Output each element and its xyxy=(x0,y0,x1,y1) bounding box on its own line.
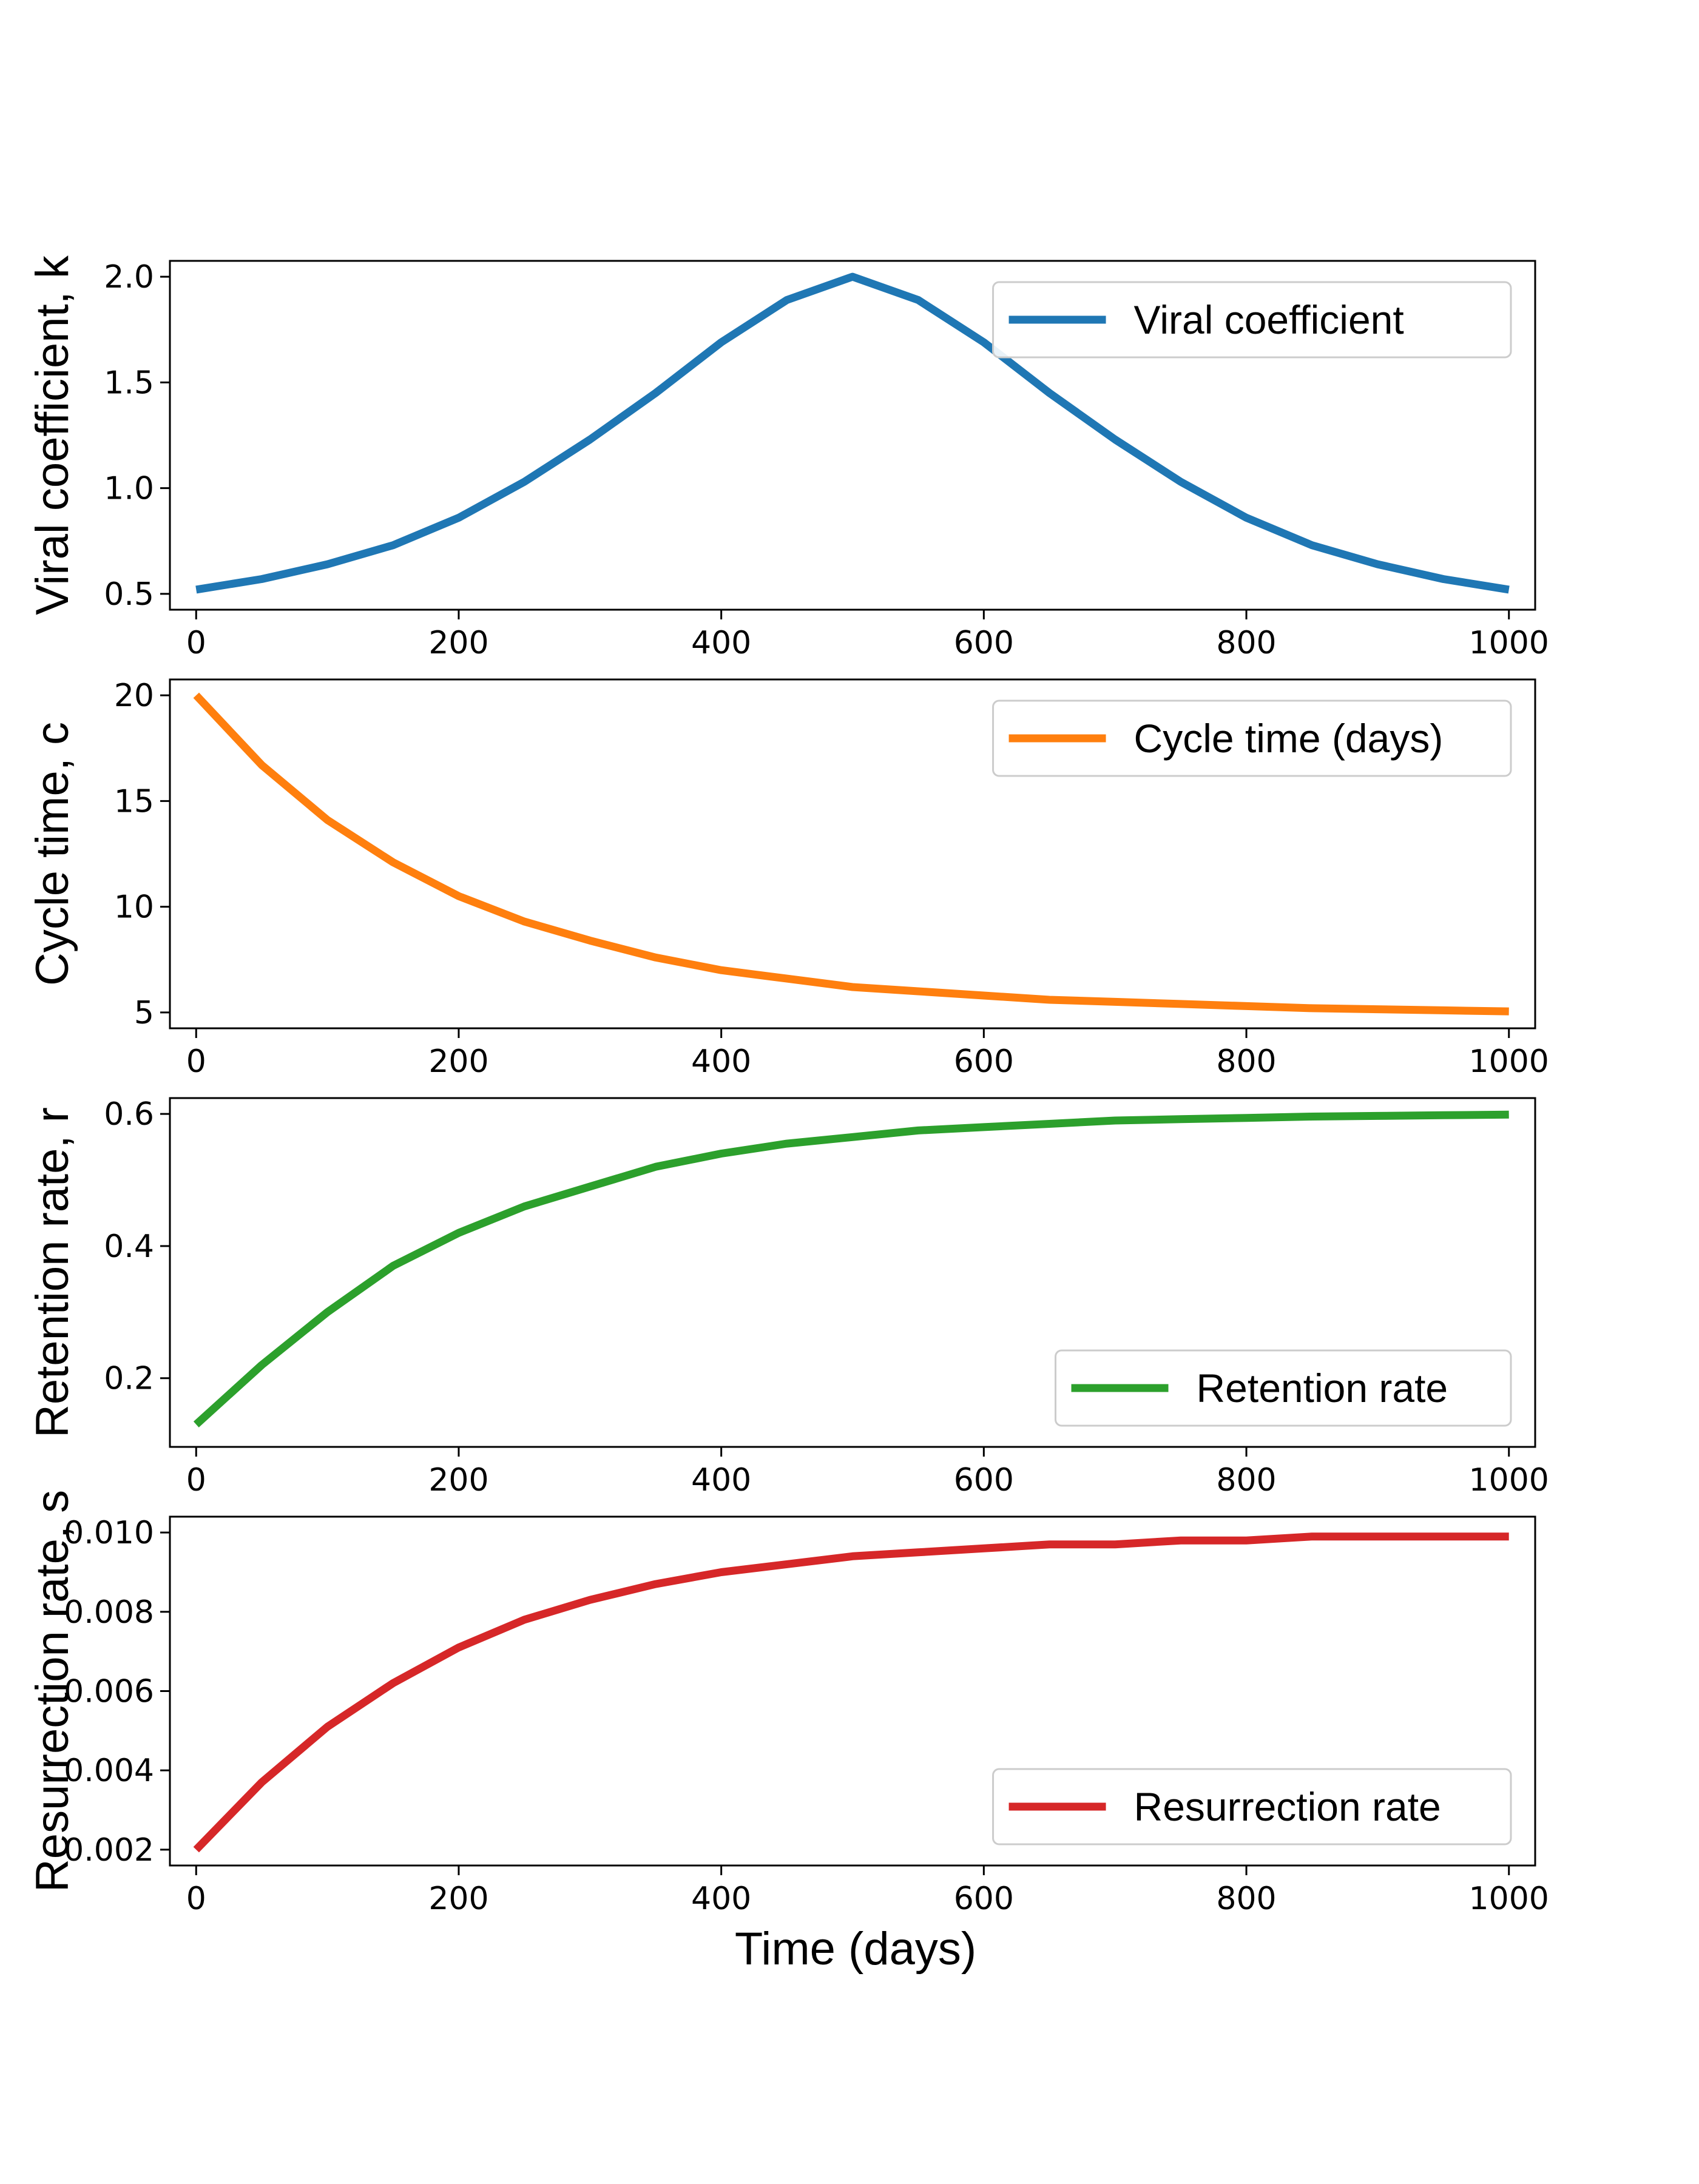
x-tick-label: 800 xyxy=(1216,1881,1276,1917)
x-tick-label: 800 xyxy=(1216,1462,1276,1498)
y-tick-label: 1.5 xyxy=(104,365,154,401)
y-axis-label: Viral coefficient, k xyxy=(27,255,78,615)
legend: Retention rate xyxy=(1055,1349,1512,1427)
y-axis-label: Retention rate, r xyxy=(27,1107,78,1438)
legend-label: Retention rate xyxy=(1197,1366,1448,1410)
legend-box xyxy=(992,281,1512,359)
x-tick-label: 400 xyxy=(691,1881,751,1917)
plot-frame xyxy=(169,260,1536,611)
x-tick-label: 1000 xyxy=(1469,1043,1549,1080)
y-tick-label: 0.006 xyxy=(64,1674,154,1710)
series-line xyxy=(193,1532,1509,1853)
figure-x-axis-label: Time (days) xyxy=(735,1923,976,1975)
legend-box xyxy=(992,699,1512,777)
y-tick-label: 0.5 xyxy=(104,576,154,613)
x-tick-label: 0 xyxy=(186,625,206,661)
legend-label: Viral coefficient xyxy=(1134,297,1404,342)
y-tick-label: 0.002 xyxy=(64,1832,154,1869)
y-tick-label: 0.2 xyxy=(104,1361,154,1397)
y-tick-label: 0.008 xyxy=(64,1594,154,1631)
x-tick-label: 200 xyxy=(428,625,488,661)
y-tick-label: 0.6 xyxy=(104,1096,154,1133)
y-tick-label: 0.010 xyxy=(64,1515,154,1551)
legend-label: Cycle time (days) xyxy=(1134,716,1444,761)
subplot-4: 0 200 400 600 800 1000 0.002 0.004 0.006 0.008 0.0… xyxy=(27,1490,1549,1917)
x-tick-label: 0 xyxy=(186,1881,206,1917)
x-tick-label: 200 xyxy=(428,1043,488,1080)
x-tick-label: 600 xyxy=(954,1043,1014,1080)
legend: Cycle time (days) xyxy=(992,699,1512,777)
x-tick-label: 0 xyxy=(186,1043,206,1080)
x-tick-label: 600 xyxy=(954,1462,1014,1498)
series-line xyxy=(195,272,1510,594)
y-axis-label: Cycle time, c xyxy=(27,722,78,986)
y-tick-label: 10 xyxy=(114,889,154,926)
x-tick-label: 800 xyxy=(1216,1043,1276,1080)
series-line xyxy=(193,1110,1509,1427)
subplot-2: 0 200 400 600 800 1000 5 10 15 20 Cycle time, c Cyc… xyxy=(27,678,1549,1080)
x-tick-label: 0 xyxy=(186,1462,206,1498)
y-tick-label: 0.4 xyxy=(104,1228,154,1265)
x-tick-label: 600 xyxy=(954,1881,1014,1917)
y-tick-label: 5 xyxy=(134,995,154,1031)
y-tick-label: 2.0 xyxy=(104,259,154,295)
x-tick-label: 600 xyxy=(954,625,1014,661)
plot-frame xyxy=(169,1097,1536,1448)
y-tick-label: 1.0 xyxy=(104,471,154,507)
x-tick-label: 400 xyxy=(691,1043,751,1080)
legend: Viral coefficient xyxy=(992,281,1512,359)
legend: Resurrection rate xyxy=(992,1768,1512,1845)
legend-box xyxy=(1055,1349,1512,1427)
plot-frame xyxy=(169,678,1536,1030)
y-tick-label: 15 xyxy=(114,783,154,820)
x-tick-label: 800 xyxy=(1216,625,1276,661)
x-tick-label: 200 xyxy=(428,1881,488,1917)
x-tick-label: 200 xyxy=(428,1462,488,1498)
y-tick-label: 0.004 xyxy=(64,1753,154,1789)
subplot-1: 0 200 400 600 800 1000 0.5 1.0 1.5 2.0 Viral coeff… xyxy=(27,255,1549,661)
x-tick-label: 400 xyxy=(691,625,751,661)
y-axis-label: Resurrection rate, s xyxy=(27,1490,78,1892)
x-tick-label: 400 xyxy=(691,1462,751,1498)
y-tick-label: 20 xyxy=(114,678,154,714)
series-line xyxy=(193,692,1509,1016)
x-tick-label: 1000 xyxy=(1469,625,1549,661)
legend-box xyxy=(992,1768,1512,1845)
x-tick-label: 1000 xyxy=(1469,1462,1549,1498)
x-tick-label: 1000 xyxy=(1469,1881,1549,1917)
subplot-3: 0 200 400 600 800 1000 0.2 0.4 0.6 Retention rate… xyxy=(27,1096,1549,1498)
legend-label: Resurrection rate xyxy=(1134,1784,1441,1829)
